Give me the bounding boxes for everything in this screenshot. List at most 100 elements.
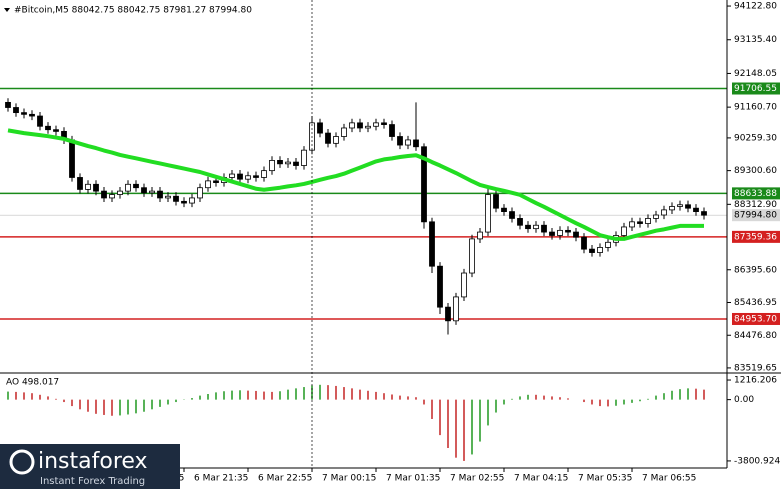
candle-body [93,183,99,192]
y-tick-label: 1216.206 [734,376,777,386]
candle-body [525,224,531,230]
candle-body [341,127,347,137]
candle-body [389,124,395,137]
ao-title: AO 498.017 [6,378,59,388]
candle-body [77,177,83,190]
candle-body [469,238,475,274]
candle-body [669,206,675,211]
candle-body [533,224,539,230]
candle-body [517,218,523,226]
candle-body [141,187,147,194]
candle-body [125,183,131,192]
candle-body [597,247,603,253]
watermark-box [0,444,180,489]
candle-body [501,207,507,212]
candle-body [677,204,683,207]
candle-body [589,248,595,253]
candle-body [285,161,291,165]
candle-body [605,241,611,248]
candle-body [317,122,323,134]
watermark-logo [9,449,35,475]
y-tick-label: 86395.60 [734,265,777,275]
candle-body [333,136,339,144]
x-tick-label: 6 Mar 22:55 [258,474,312,484]
candle-body [405,139,411,146]
candle-body [237,173,243,180]
candle-body [637,221,643,224]
candle-body [413,139,419,148]
candle-body [461,272,467,298]
y-tick-label: 92148.05 [734,69,777,79]
candle-body [301,149,307,166]
candle-body [13,107,19,114]
candle-body [165,195,171,199]
candle-body [37,115,43,127]
candle-body [109,194,115,199]
candle-body [69,139,75,178]
level-label: 88633.88 [734,189,777,199]
candle-body [437,265,443,308]
x-tick-label: 7 Mar 02:55 [450,474,504,484]
level-label-box [732,312,780,325]
chart-title: #Bitcoin,M5 88042.75 88042.75 87981.27 8… [14,6,252,16]
candle-body [157,190,163,199]
x-tick-label: 6 Mar 21:35 [194,474,248,484]
candle-body [261,170,267,178]
ao-panel: 1216.206 0.00 -3800.924 [7,376,780,466]
candle-body [5,101,11,108]
candle-body [213,180,219,183]
candle-body [557,229,563,236]
candle-body [445,306,451,322]
candle-body [29,113,35,117]
level-label: 91706.55 [734,84,777,94]
candle-body [85,183,91,190]
candle-body [197,187,203,199]
level-label-box [732,230,780,243]
candle-body [21,112,27,115]
header-icon [4,8,10,12]
candle-body [485,194,491,233]
watermark-tagline: Instant Forex Trading [40,476,145,487]
y-tick-label: 83519.65 [734,363,777,373]
y-tick-label: -3800.924 [734,456,780,466]
watermark-brand: instaforex [38,449,148,474]
level-label: 84953.70 [734,314,777,324]
candle-body [117,190,123,195]
candle-body [549,231,555,236]
y-tick-label: 88312.90 [734,200,777,210]
candle-body [653,214,659,219]
candle-body [293,161,299,166]
last-price-box [732,209,780,222]
y-tick-label: 93135.40 [734,35,777,45]
x-tick-label: 7 Mar 05:35 [578,474,632,484]
candle-body [277,160,283,165]
candle-body [421,146,427,223]
candle-body [229,173,235,178]
candle-body [541,224,547,233]
candle-body [205,180,211,189]
watermark: instaforex Instant Forex Trading [0,444,180,489]
candle-body [373,122,379,127]
candle-body [173,195,179,202]
candle-body [685,204,691,209]
candle-body [53,129,59,132]
candle-body [357,122,363,129]
candle-body [629,221,635,228]
candle-body [565,229,571,233]
y-tick-label: 90259.30 [734,133,777,143]
level-label-box [732,82,780,95]
candle-body [45,125,51,131]
candle-body [365,125,371,129]
candle-body [181,200,187,204]
y-tick-label: 85436.95 [734,298,777,308]
candle-body [693,207,699,212]
candle-body [645,218,651,224]
candle-body [661,209,667,216]
candle-body [133,183,139,189]
candle-body [493,194,499,209]
candle-body [581,236,587,250]
candle-body [453,296,459,322]
candle-body [509,211,515,219]
